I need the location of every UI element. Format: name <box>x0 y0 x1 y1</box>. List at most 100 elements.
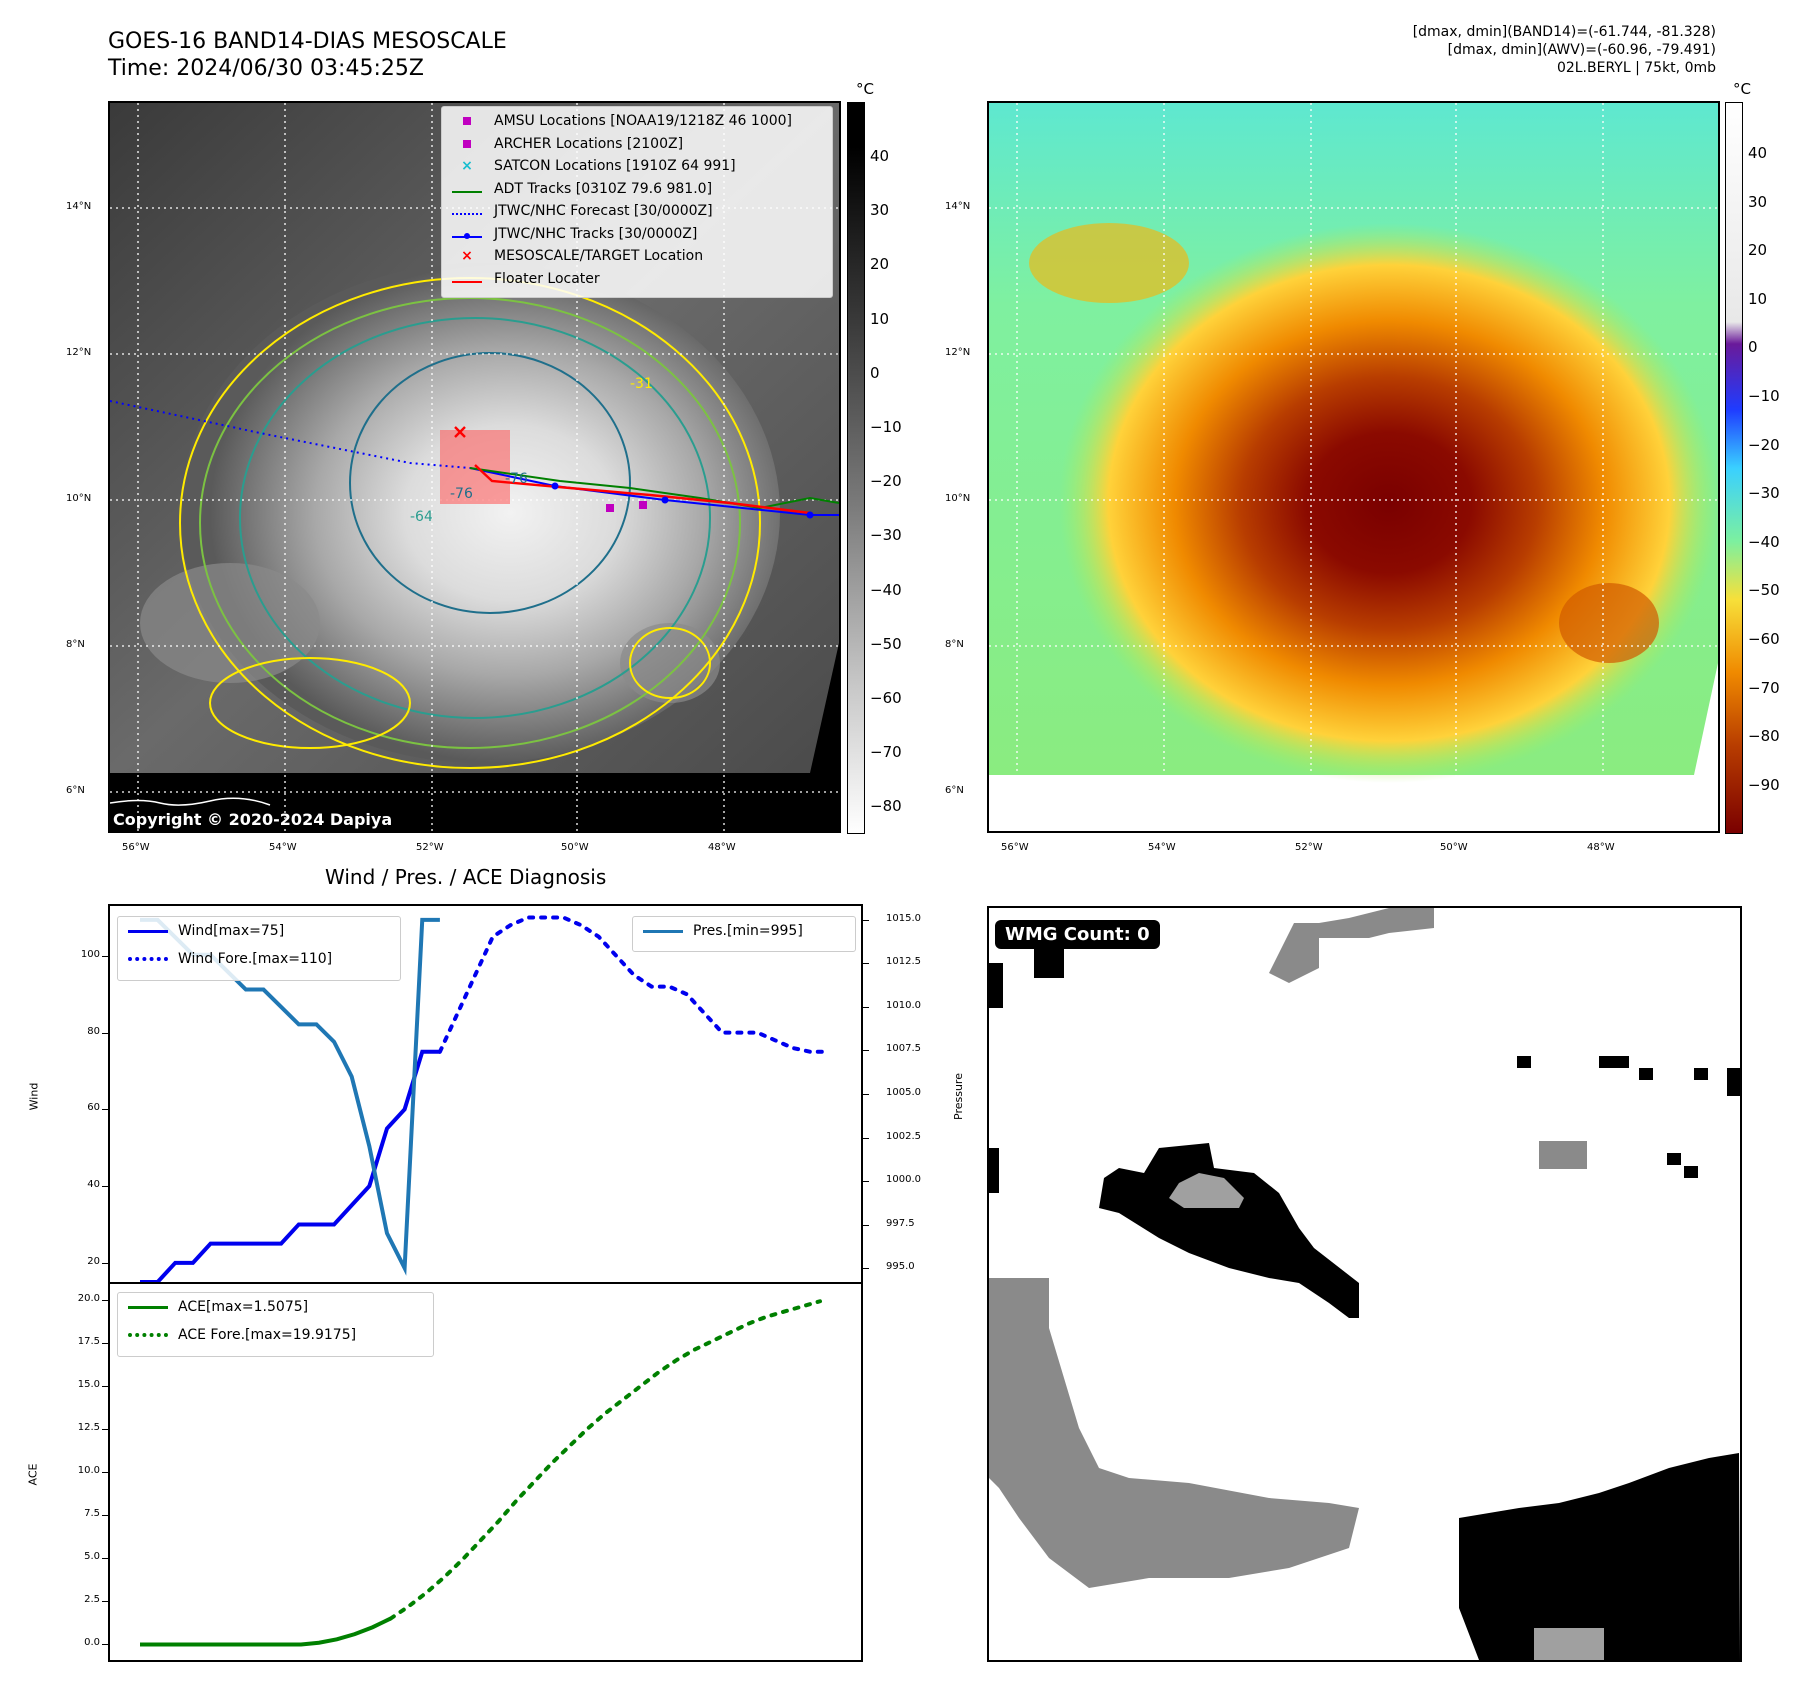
pressure-y-tick-mark <box>863 1181 869 1183</box>
wind-y-tick-mark <box>102 1109 108 1111</box>
pressure-y-tick-label: 1000.0 <box>886 1174 921 1186</box>
awv-storm <box>1059 223 1718 783</box>
wind-legend: Wind[max=75] Wind Fore.[max=110] <box>117 916 401 981</box>
wmg-mask <box>989 908 1740 1660</box>
ace-forecast-legend-label: ACE Fore.[max=19.9175] <box>178 1327 357 1343</box>
awv-map-svg <box>989 103 1718 831</box>
wind-y-tick-mark <box>102 955 108 957</box>
colorbar-tick-label: −70 <box>870 743 902 762</box>
colorbar-tick-label: −30 <box>870 526 902 545</box>
awv-gridlines <box>989 103 1718 831</box>
contour-label: -64 <box>410 509 433 525</box>
pressure-y-tick-mark <box>863 1094 869 1095</box>
awv-colorbar <box>1725 102 1743 834</box>
colorbar-tick-label: 10 <box>870 309 890 328</box>
colorbar-tick-label: −10 <box>1748 387 1780 405</box>
colorbar-tick-label: −60 <box>870 689 902 707</box>
pressure-y-tick-label: 1012.5 <box>886 956 921 968</box>
ace-chart <box>108 1282 863 1662</box>
ir-legend-swatch <box>452 271 482 287</box>
pressure-y-tick-mark <box>863 1137 869 1139</box>
ir-legend-item: JTWC/NHC Forecast [30/0000Z] <box>452 203 713 219</box>
pressure-y-tick-mark <box>863 919 869 921</box>
colorbar-tick-label: −20 <box>1748 435 1780 454</box>
wind-axis-label: Wind <box>27 1082 41 1111</box>
colorbar-tick-label: 10 <box>1748 289 1768 308</box>
ir-legend-label: JTWC/NHC Tracks [30/0000Z] <box>494 225 698 242</box>
longitude-tick-label: 52°W <box>416 842 444 853</box>
wmg-count-badge: WMG Count: 0 <box>995 920 1160 949</box>
pressure-y-tick-label: 1002.5 <box>886 1130 921 1142</box>
pressure-legend: Pres.[min=995] <box>632 916 856 952</box>
longitude-tick-label: 54°W <box>1148 842 1176 853</box>
archer-marker <box>639 501 647 509</box>
contour-76 <box>349 352 631 614</box>
pressure-y-tick-label: 1007.5 <box>886 1043 921 1055</box>
wind-y-tick-mark <box>102 1032 108 1034</box>
series-line-1 <box>437 915 830 1054</box>
colorbar-tick-label: −80 <box>870 797 902 816</box>
pressure-legend-swatch <box>643 929 683 933</box>
ir-legend-swatch <box>452 226 482 242</box>
copyright-text: Copyright © 2020-2024 Dapiya <box>113 810 392 829</box>
latitude-tick-label: 12°N <box>66 347 92 358</box>
ace-y-tick-mark <box>102 1342 108 1344</box>
pressure-y-tick-label: 1010.0 <box>886 999 921 1011</box>
ace-y-tick-mark <box>102 1428 108 1430</box>
ace-y-tick-label: 2.5 <box>84 1594 100 1606</box>
ir-legend-label: ADT Tracks [0310Z 79.6 981.0] <box>494 180 713 197</box>
ace-y-tick-mark <box>102 1299 108 1301</box>
pressure-y-tick-label: 1005.0 <box>886 1087 921 1098</box>
pressure-y-tick-label: 1015.0 <box>886 912 921 924</box>
ace-y-tick-mark <box>102 1385 108 1387</box>
ir-legend-item: JTWC/NHC Tracks [30/0000Z] <box>452 226 697 242</box>
wmg-warm-spot <box>1169 1173 1244 1208</box>
colorbar-tick-label: −60 <box>1748 630 1780 648</box>
contour-64 <box>239 317 711 719</box>
colorbar-tick-label: 20 <box>870 255 890 274</box>
wind-y-tick-label: 60 <box>87 1102 100 1114</box>
colorbar-tick-label: 20 <box>1748 241 1768 260</box>
ace-y-tick-label: 5.0 <box>84 1551 100 1563</box>
ir-legend-item: AMSU Locations [NOAA19/1218Z 46 1000] <box>452 113 792 129</box>
coastline <box>110 797 271 806</box>
wmg-cold-cloud <box>989 948 1740 1660</box>
longitude-tick-label: 48°W <box>708 842 736 853</box>
awv-range-info: [dmax, dmin](AWV)=(-60.96, -79.491) <box>1447 42 1716 58</box>
pressure-y-tick-label: 995.0 <box>886 1261 915 1273</box>
ace-y-tick-label: 15.0 <box>77 1378 100 1390</box>
diagnosis-title: Wind / Pres. / ACE Diagnosis <box>325 865 607 889</box>
colorbar-tick-label: 0 <box>870 363 880 382</box>
ir-legend-swatch <box>452 203 482 219</box>
ace-y-tick-label: 17.5 <box>77 1335 100 1347</box>
ir-legend-label: JTWC/NHC Forecast [30/0000Z] <box>494 203 713 219</box>
ir-legend-label: ARCHER Locations [2100Z] <box>494 135 684 152</box>
ace-legend: ACE[max=1.5075] ACE Fore.[max=19.9175] <box>117 1292 434 1357</box>
ir-legend-item: ADT Tracks [0310Z 79.6 981.0] <box>452 181 712 197</box>
awv-colorbar-unit: °C <box>1733 80 1751 98</box>
ace-y-tick-label: 7.5 <box>84 1508 100 1520</box>
colorbar-tick-label: −10 <box>870 418 902 436</box>
pressure-y-tick-mark <box>863 1224 869 1226</box>
awv-map-panel <box>987 101 1720 833</box>
ace-y-tick-label: 10.0 <box>77 1465 100 1476</box>
ir-legend-item: × SATCON Locations [1910Z 64 991] <box>452 158 736 174</box>
figure-title-line1: GOES-16 BAND14-DIAS MESOSCALE <box>108 29 507 54</box>
ir-legend-swatch <box>452 136 482 152</box>
longitude-tick-label: 48°W <box>1587 842 1615 853</box>
latitude-tick-label: 14°N <box>945 201 971 212</box>
pressure-y-tick-mark <box>863 1050 869 1052</box>
contour-label: -76 <box>505 471 528 487</box>
longitude-tick-label: 52°W <box>1295 842 1323 853</box>
mesoscale-target-marker <box>454 426 466 438</box>
ir-legend-swatch: × <box>461 248 473 264</box>
pressure-y-tick-label: 997.5 <box>886 1217 915 1229</box>
colorbar-tick-label: −50 <box>870 634 902 653</box>
latitude-tick-label: 8°N <box>945 639 964 650</box>
storm-info: 02L.BERYL | 75kt, 0mb <box>1556 60 1716 76</box>
colorbar-tick-label: 30 <box>1748 192 1768 211</box>
colorbar-tick-label: −50 <box>1748 581 1780 600</box>
latitude-tick-label: 14°N <box>66 201 92 212</box>
ir-legend-label: MESOSCALE/TARGET Location <box>494 248 704 264</box>
wmg-panel: WMG Count: 0 <box>987 906 1742 1662</box>
